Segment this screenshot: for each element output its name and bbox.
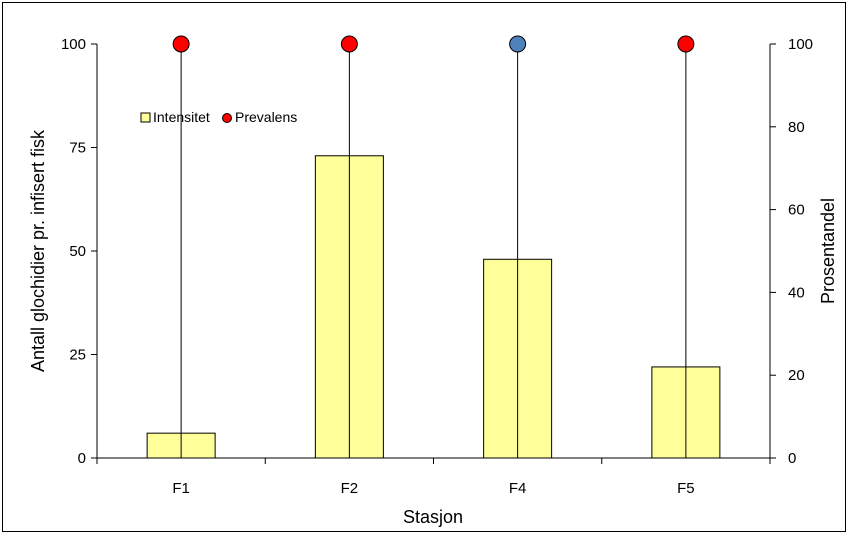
legend-label-prevalens: Prevalens — [235, 109, 297, 125]
prevalens-point-F1 — [172, 35, 190, 53]
x-axis-title: Stasjon — [403, 507, 463, 527]
y-tick-label: 100 — [61, 36, 86, 53]
y2-tick-label: 100 — [788, 36, 813, 53]
y-tick-label: 75 — [69, 140, 86, 157]
y2-tick-label: 0 — [788, 450, 796, 467]
y2-tick-label: 80 — [788, 119, 805, 136]
prevalens-point-F2 — [340, 35, 358, 53]
y-tick-label: 0 — [78, 450, 86, 467]
x-tick-label-F2: F2 — [341, 480, 359, 497]
x-tick-label-F4: F4 — [509, 480, 527, 497]
plot-area: F1 F2 F4 F5 0 25 50 75 100 0 20 40 60 80 100 — [61, 35, 813, 497]
legend: Intensitet Prevalens — [140, 109, 297, 125]
legend-marker-prevalens — [222, 113, 232, 123]
y2-tick-label: 60 — [788, 202, 805, 219]
prevalens-point-F4 — [509, 35, 527, 53]
y-axis-title: Antall glochidier pr. infisert fisk — [28, 129, 48, 372]
prevalens-point-F5 — [677, 35, 695, 53]
y2-axis-title: Prosentandel — [818, 198, 838, 304]
legend-label-intensitet: Intensitet — [153, 109, 210, 125]
x-tick-label-F5: F5 — [677, 480, 695, 497]
y-tick-label: 25 — [69, 347, 86, 364]
y2-tick-label: 40 — [788, 284, 805, 301]
y2-tick-label: 20 — [788, 367, 805, 384]
x-tick-label-F1: F1 — [172, 480, 190, 497]
y-tick-label: 50 — [69, 243, 86, 260]
legend-swatch-intensitet — [140, 112, 151, 123]
